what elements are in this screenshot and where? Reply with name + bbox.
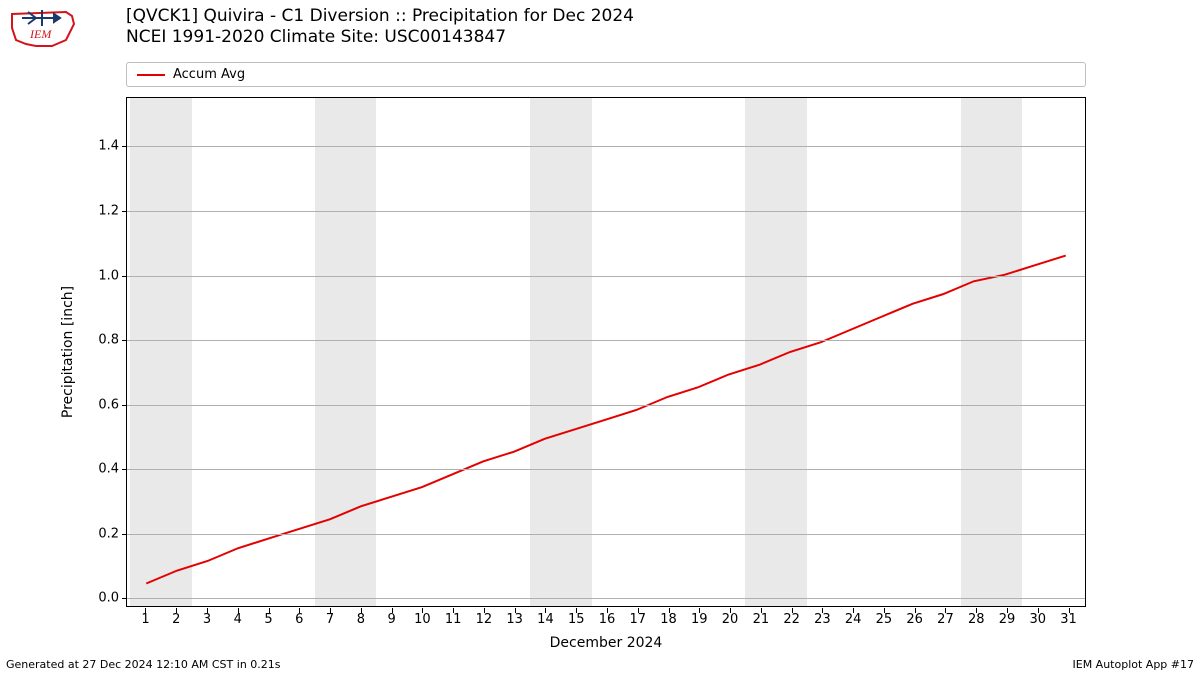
x-tick-label: 23 <box>814 606 831 627</box>
gridline <box>127 211 1085 212</box>
x-tick-label: 4 <box>234 606 242 627</box>
title-line-1: [QVCK1] Quivira - C1 Diversion :: Precip… <box>126 6 634 27</box>
gridline <box>127 598 1085 599</box>
x-tick-label: 26 <box>906 606 923 627</box>
y-axis-label: Precipitation [inch] <box>60 286 76 418</box>
x-tick-label: 18 <box>660 606 677 627</box>
x-tick-label: 25 <box>876 606 893 627</box>
x-tick-label: 27 <box>937 606 954 627</box>
x-tick-label: 14 <box>537 606 554 627</box>
x-tick-label: 28 <box>968 606 985 627</box>
x-tick-label: 7 <box>326 606 334 627</box>
plot-area: 0.00.20.40.60.81.01.21.41234567891011121… <box>126 97 1086 607</box>
title-line-2: NCEI 1991-2020 Climate Site: USC00143847 <box>126 27 634 48</box>
x-tick-label: 15 <box>568 606 585 627</box>
x-tick-label: 19 <box>691 606 708 627</box>
footer-generated-text: Generated at 27 Dec 2024 12:10 AM CST in… <box>6 658 281 671</box>
x-tick-label: 22 <box>783 606 800 627</box>
gridline <box>127 534 1085 535</box>
x-tick-label: 11 <box>445 606 462 627</box>
x-tick-label: 21 <box>753 606 770 627</box>
x-tick-label: 12 <box>476 606 493 627</box>
gridline <box>127 405 1085 406</box>
x-tick-label: 2 <box>172 606 180 627</box>
y-tick-label: 0.0 <box>98 591 127 606</box>
legend-line-swatch <box>137 74 165 76</box>
x-tick-label: 8 <box>357 606 365 627</box>
x-tick-label: 31 <box>1060 606 1077 627</box>
y-tick-label: 1.4 <box>98 139 127 154</box>
x-tick-label: 24 <box>845 606 862 627</box>
gridline <box>127 276 1085 277</box>
logo-text: IEM <box>29 27 52 41</box>
line-series-svg <box>127 98 1085 606</box>
chart-title: [QVCK1] Quivira - C1 Diversion :: Precip… <box>126 6 634 49</box>
x-tick-label: 9 <box>387 606 395 627</box>
chart-legend: Accum Avg <box>126 62 1086 87</box>
x-tick-label: 29 <box>999 606 1016 627</box>
y-tick-label: 0.6 <box>98 397 127 412</box>
x-tick-label: 1 <box>141 606 149 627</box>
y-tick-label: 1.2 <box>98 203 127 218</box>
x-tick-label: 10 <box>414 606 431 627</box>
x-tick-label: 17 <box>629 606 646 627</box>
x-tick-label: 6 <box>295 606 303 627</box>
x-tick-label: 3 <box>203 606 211 627</box>
y-tick-label: 0.8 <box>98 333 127 348</box>
x-tick-label: 30 <box>1029 606 1046 627</box>
footer-app-text: IEM Autoplot App #17 <box>1073 658 1195 671</box>
x-tick-label: 16 <box>599 606 616 627</box>
iem-logo: IEM <box>8 6 82 56</box>
y-tick-label: 1.0 <box>98 268 127 283</box>
x-tick-label: 13 <box>506 606 523 627</box>
x-axis-label: December 2024 <box>550 635 663 651</box>
gridline <box>127 340 1085 341</box>
y-tick-label: 0.4 <box>98 462 127 477</box>
legend-label: Accum Avg <box>173 67 245 82</box>
x-tick-label: 20 <box>722 606 739 627</box>
y-tick-label: 0.2 <box>98 526 127 541</box>
gridline <box>127 469 1085 470</box>
x-tick-label: 5 <box>264 606 272 627</box>
gridline <box>127 146 1085 147</box>
